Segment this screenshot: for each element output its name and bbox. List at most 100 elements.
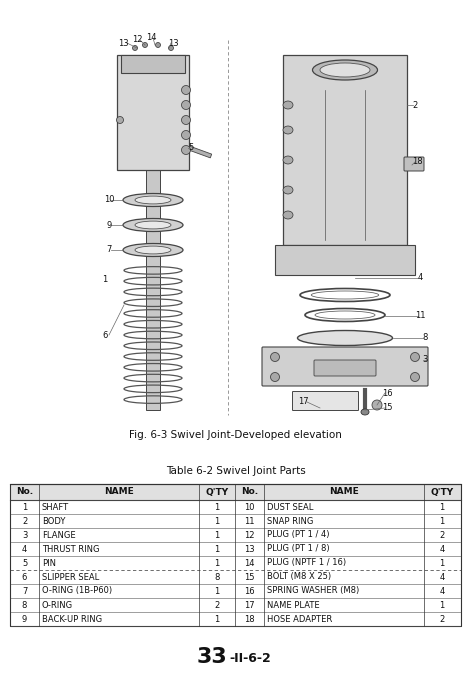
FancyArrow shape	[188, 146, 211, 158]
Text: 15: 15	[382, 404, 392, 413]
Circle shape	[181, 100, 190, 109]
Text: 4: 4	[22, 544, 27, 553]
Text: PLUG (NPTF 1 / 16): PLUG (NPTF 1 / 16)	[267, 559, 346, 568]
Bar	[283, 55, 407, 245]
Bar	[10, 484, 461, 500]
Text: THRUST RING: THRUST RING	[42, 544, 99, 553]
Text: 8: 8	[214, 572, 220, 581]
Text: 1: 1	[439, 516, 445, 525]
Text: No.: No.	[16, 488, 33, 497]
Text: 14: 14	[146, 33, 156, 42]
Text: 1: 1	[22, 503, 27, 512]
Ellipse shape	[123, 244, 183, 257]
Circle shape	[181, 115, 190, 124]
Circle shape	[270, 352, 279, 361]
Ellipse shape	[298, 331, 392, 346]
Text: 1: 1	[214, 587, 219, 596]
Text: Table 6-2 Swivel Joint Parts: Table 6-2 Swivel Joint Parts	[166, 466, 305, 476]
Text: 13: 13	[244, 544, 255, 553]
Text: 6: 6	[102, 331, 108, 339]
FancyBboxPatch shape	[262, 347, 428, 386]
Text: SPRING WASHER (M8): SPRING WASHER (M8)	[267, 587, 359, 596]
Text: 11: 11	[244, 516, 255, 525]
Ellipse shape	[123, 219, 183, 232]
Bar	[275, 245, 415, 275]
Text: HOSE ADAPTER: HOSE ADAPTER	[267, 615, 332, 624]
Circle shape	[372, 400, 382, 410]
Text: 8: 8	[22, 600, 27, 609]
Text: Q'TY: Q'TY	[205, 488, 228, 497]
Text: Fig. 6-3 Swivel Joint-Developed elevation: Fig. 6-3 Swivel Joint-Developed elevatio…	[129, 430, 342, 440]
Text: 12: 12	[132, 36, 142, 44]
Circle shape	[181, 85, 190, 94]
Ellipse shape	[283, 186, 293, 194]
Text: 2: 2	[214, 600, 219, 609]
Text: BOLT (M8 X 25): BOLT (M8 X 25)	[267, 572, 331, 581]
Circle shape	[411, 352, 420, 361]
Text: PIN: PIN	[42, 559, 56, 568]
Ellipse shape	[135, 221, 171, 229]
Text: 13: 13	[168, 38, 179, 48]
Circle shape	[411, 372, 420, 382]
Text: SNAP RING: SNAP RING	[267, 516, 313, 525]
Text: 12: 12	[244, 531, 255, 540]
Text: 16: 16	[244, 587, 255, 596]
Text: 5: 5	[188, 143, 194, 152]
Text: 2: 2	[413, 100, 418, 109]
Text: 4: 4	[439, 544, 445, 553]
Text: 1: 1	[214, 516, 219, 525]
Text: 3: 3	[22, 531, 27, 540]
Text: 10: 10	[244, 503, 255, 512]
Text: 1: 1	[439, 559, 445, 568]
Text: 1: 1	[439, 600, 445, 609]
Text: SHAFT: SHAFT	[42, 503, 69, 512]
Text: 1: 1	[214, 559, 219, 568]
Ellipse shape	[283, 101, 293, 109]
Text: PLUG (PT 1 / 8): PLUG (PT 1 / 8)	[267, 544, 330, 553]
Text: 4: 4	[417, 273, 422, 283]
Text: 7: 7	[106, 245, 112, 255]
Circle shape	[143, 42, 147, 48]
Bar	[117, 55, 189, 170]
Text: SLIPPER SEAL: SLIPPER SEAL	[42, 572, 99, 581]
Text: 5: 5	[22, 559, 27, 568]
Text: 13: 13	[118, 38, 128, 48]
Text: 2: 2	[439, 615, 445, 624]
Bar	[0, 10, 471, 415]
Text: 16: 16	[382, 389, 392, 398]
Ellipse shape	[361, 409, 369, 415]
Text: 4: 4	[439, 572, 445, 581]
Text: 11: 11	[415, 311, 425, 320]
Text: 17: 17	[244, 600, 255, 609]
Text: O-RING (1B-P60): O-RING (1B-P60)	[42, 587, 112, 596]
Text: BACK-UP RING: BACK-UP RING	[42, 615, 102, 624]
Text: 1: 1	[214, 544, 219, 553]
Bar	[121, 55, 185, 73]
Text: 33: 33	[197, 647, 227, 667]
Text: NAME: NAME	[104, 488, 133, 497]
Text: NAME PLATE: NAME PLATE	[267, 600, 319, 609]
Text: 15: 15	[244, 572, 255, 581]
Text: 7: 7	[22, 587, 27, 596]
Circle shape	[181, 130, 190, 139]
Text: 1: 1	[214, 615, 219, 624]
Text: 4: 4	[439, 587, 445, 596]
Text: 9: 9	[106, 221, 112, 229]
Ellipse shape	[283, 156, 293, 164]
Text: 1: 1	[214, 503, 219, 512]
Text: 17: 17	[298, 398, 309, 406]
Text: 14: 14	[244, 559, 255, 568]
Ellipse shape	[320, 63, 370, 77]
Text: DUST SEAL: DUST SEAL	[267, 503, 313, 512]
Circle shape	[155, 42, 161, 48]
Text: 6: 6	[22, 572, 27, 581]
Text: 2: 2	[22, 516, 27, 525]
Text: No.: No.	[241, 488, 258, 497]
Ellipse shape	[283, 211, 293, 219]
Text: 1: 1	[214, 531, 219, 540]
Circle shape	[181, 145, 190, 154]
Text: 10: 10	[104, 195, 114, 204]
Text: 18: 18	[244, 615, 255, 624]
Ellipse shape	[123, 193, 183, 206]
Text: FLANGE: FLANGE	[42, 531, 75, 540]
